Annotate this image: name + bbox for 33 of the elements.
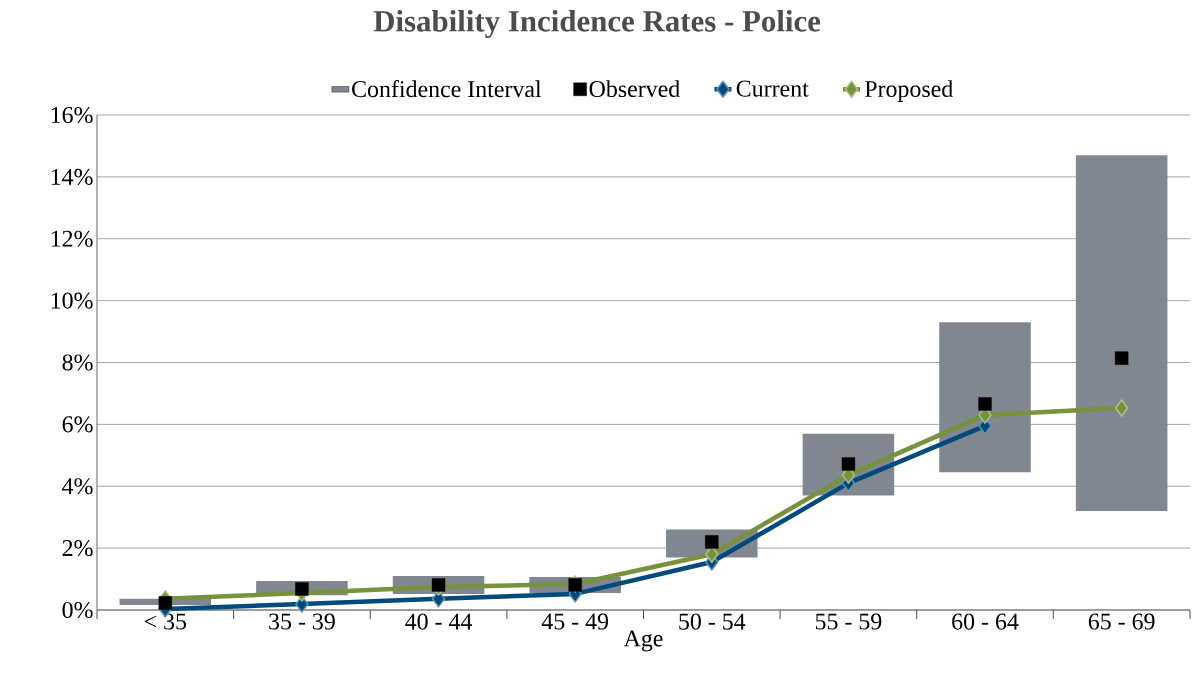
point	[295, 582, 309, 596]
x-tick-label: 65 - 69	[1088, 613, 1155, 630]
y-tick-label: 8%	[62, 354, 93, 371]
point	[1114, 399, 1129, 417]
y-tick-label: 14%	[51, 168, 93, 185]
y-tick-label: 6%	[62, 416, 93, 433]
y-tick-label: 12%	[51, 230, 93, 247]
point	[705, 535, 719, 549]
legend-label: Observed	[589, 80, 680, 98]
x-tick-label: 40 - 44	[405, 613, 473, 630]
chart-title: Disability Incidence Rates - Police	[373, 9, 821, 39]
legend-label: Current	[736, 80, 809, 97]
y-tick-label: 4%	[62, 478, 93, 495]
x-tick-label: 35 - 39	[269, 613, 335, 630]
x-tick-label: < 35	[144, 613, 187, 630]
y-tick-label: 0%	[62, 601, 93, 619]
y-tick-label: 10%	[51, 292, 93, 309]
x-tick-label: 45 - 49	[541, 613, 609, 630]
x-tick-label: 50 - 54	[679, 613, 746, 630]
y-tick-label: 16%	[51, 106, 93, 124]
bar	[1075, 155, 1168, 511]
point	[841, 457, 856, 471]
point	[978, 397, 992, 411]
legend-label: Confidence Interval	[352, 80, 542, 98]
point	[431, 578, 446, 592]
bar	[939, 322, 1031, 473]
y-tick-label: 2%	[62, 540, 93, 557]
point	[158, 596, 173, 610]
x-tick-label: 60 - 64	[952, 613, 1019, 630]
point	[1114, 351, 1129, 365]
x-axis-title: Age	[623, 630, 663, 652]
x-tick-label: 55 - 59	[815, 613, 882, 630]
legend-label: Proposed	[864, 80, 953, 102]
